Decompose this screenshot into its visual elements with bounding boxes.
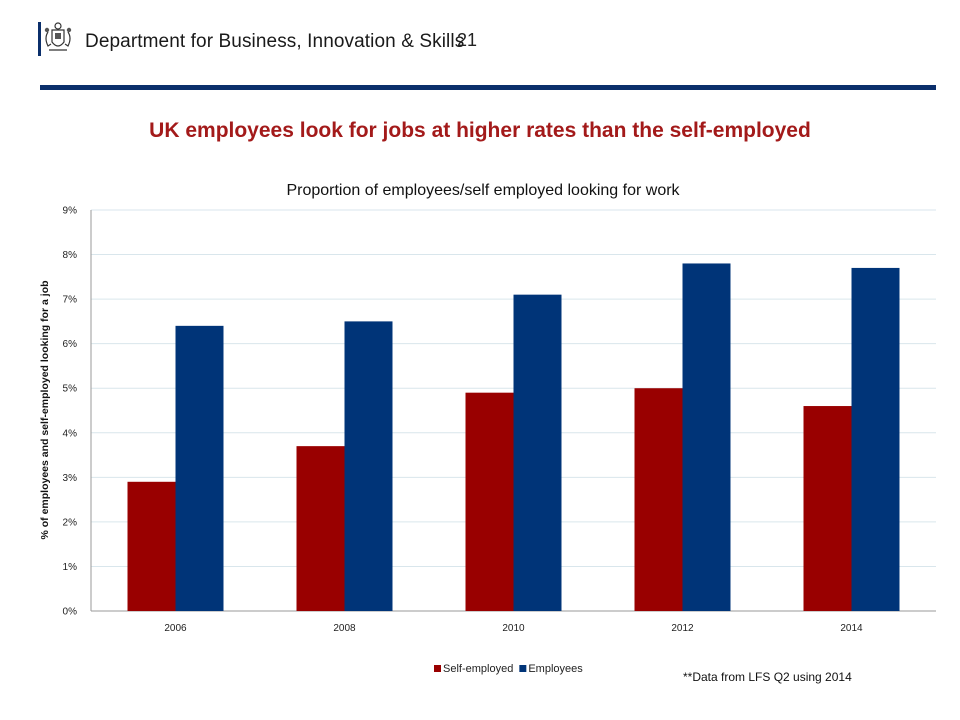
bar-employees-2010 (513, 294, 562, 611)
y-tick-label: 5% (63, 384, 78, 395)
header-divider (40, 85, 936, 90)
x-tick-label: 2008 (333, 623, 356, 634)
bar-self-employed-2014 (803, 406, 852, 611)
y-tick-label: 9% (63, 206, 78, 217)
x-tick-label: 2010 (502, 623, 525, 634)
x-tick-label: 2014 (840, 623, 863, 634)
y-tick-label: 4% (63, 428, 78, 439)
y-axis-label: % of employees and self-employed looking… (39, 280, 51, 539)
legend-swatch (519, 665, 527, 672)
page-number: 21 (457, 30, 478, 50)
x-axis-ticks: 2006 2008 2010 2012 2014 (164, 623, 863, 634)
bars (127, 263, 900, 611)
bar-self-employed-2012 (634, 388, 683, 611)
footnote: **Data from LFS Q2 using 2014 (683, 670, 852, 684)
chart-title: Proportion of employees/self employed lo… (286, 182, 680, 199)
y-tick-label: 1% (63, 562, 78, 573)
legend-label: Employees (528, 663, 583, 675)
y-tick-label: 2% (63, 517, 78, 528)
bar-self-employed-2010 (465, 392, 514, 611)
y-tick-label: 6% (63, 339, 78, 350)
bar-employees-2006 (175, 325, 224, 611)
y-tick-label: 3% (63, 473, 78, 484)
y-axis-ticks: 0% 1% 2% 3% 4% 5% 6% 7% 8% 9% (63, 206, 78, 618)
x-tick-label: 2006 (164, 623, 187, 634)
bar-employees-2008 (344, 321, 393, 611)
y-tick-label: 7% (63, 295, 78, 306)
bar-self-employed-2008 (296, 446, 345, 611)
x-tick-label: 2012 (671, 623, 694, 634)
header: Department for Business, Innovation & Sk… (0, 0, 960, 95)
royal-coat-of-arms-icon (38, 22, 72, 56)
slide-title: UK employees look for jobs at higher rat… (149, 119, 811, 142)
legend: Self-employed Employees (434, 663, 583, 675)
bar-self-employed-2006 (127, 481, 176, 611)
bar-employees-2012 (682, 263, 731, 611)
y-tick-label: 8% (63, 250, 78, 261)
y-tick-label: 0% (63, 607, 78, 618)
bar-employees-2014 (851, 267, 900, 611)
department-name: Department for Business, Innovation & Sk… (85, 31, 465, 52)
legend-swatch (434, 665, 441, 672)
legend-label: Self-employed (443, 663, 513, 675)
